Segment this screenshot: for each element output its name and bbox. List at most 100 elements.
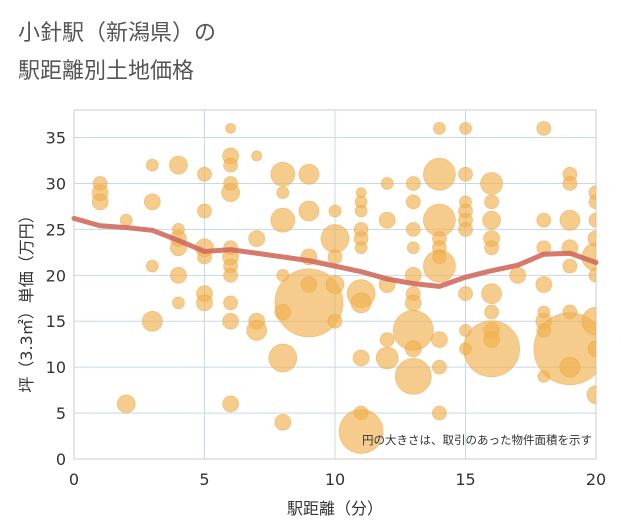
data-point: [276, 186, 290, 200]
data-point: [405, 221, 421, 237]
data-point: [394, 357, 432, 395]
data-point: [588, 267, 596, 283]
data-point: [422, 157, 456, 191]
data-point: [327, 313, 343, 329]
data-point: [222, 395, 240, 413]
data-point: [270, 161, 296, 187]
data-point: [354, 204, 368, 218]
data-point: [562, 176, 578, 191]
data-point: [484, 240, 500, 256]
data-point: [587, 230, 596, 247]
data-point: [430, 331, 448, 349]
data-point: [246, 320, 268, 341]
data-point: [223, 295, 239, 311]
data-point: [480, 172, 504, 195]
data-point: [338, 409, 384, 454]
data-point: [197, 166, 212, 182]
data-point: [225, 122, 237, 134]
y-tick-label: 30: [46, 174, 66, 193]
data-point: [536, 120, 552, 136]
data-point: [581, 306, 596, 336]
y-axis-title: 坪（3.3㎡）単価（万円）: [17, 207, 36, 392]
x-axis-title: 駅距離（分）: [287, 499, 383, 518]
data-point: [197, 203, 212, 219]
data-point: [588, 212, 596, 228]
data-point: [431, 405, 447, 421]
data-point: [328, 204, 342, 218]
data-point: [379, 332, 395, 348]
data-point: [559, 356, 581, 378]
data-point: [535, 276, 553, 293]
data-point: [380, 177, 394, 190]
data-point: [169, 266, 187, 284]
y-tick-label: 35: [46, 129, 66, 148]
size-annotation: 円の大きさは、取引のあった物件面積を示す: [362, 433, 592, 447]
x-tick-label: 5: [199, 470, 209, 489]
data-point: [484, 194, 500, 210]
data-point: [406, 241, 420, 255]
data-point: [350, 292, 372, 314]
data-point: [141, 310, 163, 332]
data-point: [320, 224, 350, 253]
data-point: [405, 194, 421, 210]
data-point: [422, 249, 456, 283]
data-point: [248, 230, 266, 247]
data-point: [251, 150, 263, 162]
data-point: [298, 200, 320, 222]
y-tick-label: 5: [56, 404, 66, 423]
data-point: [91, 193, 109, 211]
data-point: [143, 193, 161, 211]
data-point: [458, 286, 473, 302]
data-point: [223, 157, 239, 173]
x-tick-label: 0: [69, 470, 79, 489]
data-point: [116, 394, 136, 414]
data-point: [481, 283, 503, 305]
trend-line: [71, 215, 599, 289]
data-point: [586, 385, 596, 405]
data-point: [405, 176, 421, 191]
data-point: [509, 266, 527, 284]
data-point: [533, 312, 596, 386]
data-point: [268, 343, 298, 373]
data-point: [463, 320, 521, 378]
data-point: [404, 340, 422, 358]
y-tick-label: 10: [46, 358, 66, 377]
data-point: [145, 259, 159, 273]
data-point: [171, 296, 185, 310]
data-point: [587, 340, 596, 358]
data-point: [327, 249, 343, 265]
bubble-series: [91, 120, 596, 454]
data-point: [404, 294, 422, 312]
data-point: [559, 209, 581, 231]
data-point: [375, 346, 399, 370]
y-tick-label: 15: [46, 312, 66, 331]
data-point: [588, 194, 596, 210]
data-point: [119, 213, 133, 227]
x-tick-label: 15: [455, 470, 475, 489]
x-axis-ticks: 0 5 10 15 20: [69, 470, 606, 489]
data-point: [432, 121, 446, 135]
data-point: [222, 312, 240, 330]
y-axis-ticks: 0 5 10 15 20 25 30 35: [46, 129, 66, 469]
x-tick-label: 10: [325, 470, 345, 489]
y-tick-label: 0: [56, 450, 66, 469]
data-point: [274, 413, 292, 431]
data-point: [562, 258, 578, 274]
data-point: [431, 359, 447, 375]
data-point: [459, 121, 472, 135]
x-tick-label: 20: [586, 470, 606, 489]
data-point: [325, 275, 345, 294]
data-point: [223, 267, 239, 283]
data-point: [458, 221, 473, 237]
y-tick-label: 25: [46, 220, 66, 239]
y-tick-label: 20: [46, 266, 66, 285]
data-point: [145, 158, 159, 172]
data-point: [270, 207, 296, 233]
data-point: [354, 241, 368, 255]
chart-title-line1: 小針駅（新潟県）の: [18, 21, 216, 46]
data-point: [221, 183, 241, 203]
data-point: [352, 349, 370, 367]
data-point: [484, 304, 500, 320]
